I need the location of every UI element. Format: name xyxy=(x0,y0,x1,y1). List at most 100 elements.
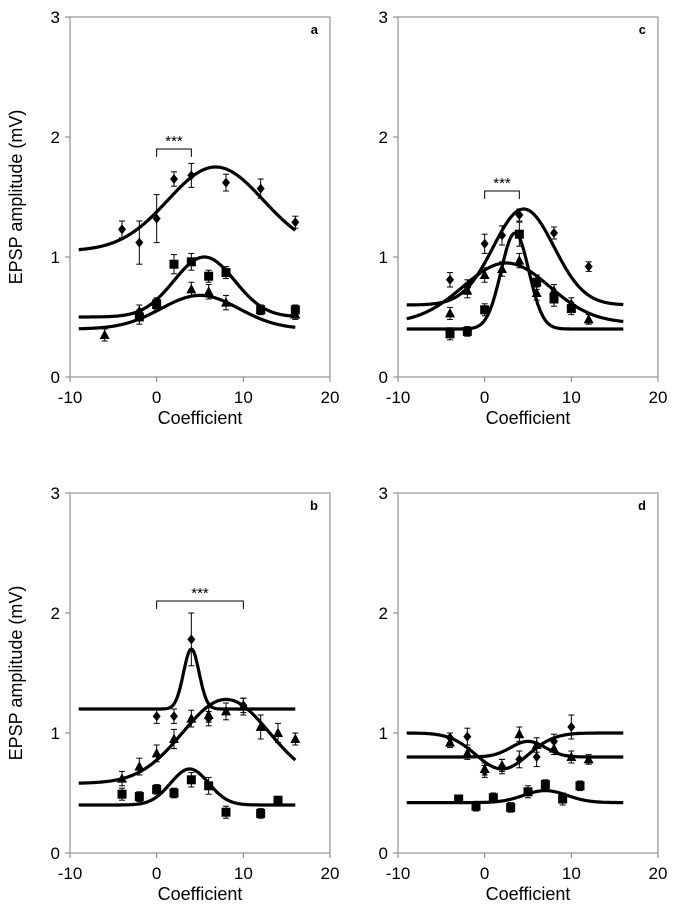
data-point-square xyxy=(221,268,231,278)
data-point-triangle xyxy=(531,739,542,749)
panel-letter: c xyxy=(639,22,646,37)
data-point-triangle xyxy=(549,743,559,753)
y-tick-label: 3 xyxy=(379,8,388,27)
significance-bracket xyxy=(156,148,192,157)
data-point-diamond xyxy=(550,228,558,238)
data-point-triangle xyxy=(514,728,525,739)
data-point-triangle xyxy=(238,701,249,711)
data-point-square xyxy=(152,784,162,794)
data-point-diamond xyxy=(498,230,506,241)
data-point-diamond xyxy=(256,183,265,194)
data-point-diamond xyxy=(550,736,558,747)
data-point-square xyxy=(117,789,127,799)
data-point-square xyxy=(462,326,472,336)
x-tick-label: 10 xyxy=(562,388,581,407)
plot-frame xyxy=(397,492,659,854)
x-axis-title: Coefficient xyxy=(486,884,571,904)
data-point-square xyxy=(169,259,179,269)
data-point-triangle xyxy=(290,309,301,319)
x-tick-label: -10 xyxy=(58,388,83,407)
significance-bracket xyxy=(156,600,244,609)
data-point-triangle xyxy=(479,269,490,279)
y-tick-label: 3 xyxy=(51,8,60,27)
significance-bracket xyxy=(484,190,520,199)
plot-frame xyxy=(69,492,331,854)
data-point-triangle xyxy=(497,263,507,273)
plot-frame xyxy=(69,16,331,378)
y-tick-label: 0 xyxy=(51,844,60,863)
x-tick-label: -10 xyxy=(386,864,411,883)
data-point-triangle xyxy=(203,709,214,719)
fit-curve-diamond xyxy=(405,207,625,307)
data-point-diamond xyxy=(222,177,230,188)
data-point-square xyxy=(186,775,196,785)
plot-frame xyxy=(397,16,659,378)
data-point-triangle xyxy=(273,727,283,737)
data-point-square xyxy=(471,801,481,811)
data-point-triangle xyxy=(583,753,594,764)
data-point-triangle xyxy=(445,307,455,318)
data-point-square xyxy=(488,793,498,803)
data-point-triangle xyxy=(497,759,507,770)
y-tick-label: 1 xyxy=(51,724,60,743)
data-point-triangle xyxy=(221,705,231,716)
data-point-triangle xyxy=(255,304,266,314)
data-point-triangle xyxy=(531,287,542,297)
significance-label: *** xyxy=(165,133,183,150)
data-point-triangle xyxy=(151,299,162,309)
data-point-triangle xyxy=(462,747,473,758)
y-axis-title: EPSP amplitude (mV) xyxy=(6,586,26,761)
data-point-square xyxy=(454,794,464,804)
fit-curve-triangle xyxy=(77,697,297,785)
data-point-triangle xyxy=(290,733,301,743)
y-tick-label: 2 xyxy=(379,128,388,147)
fit-curve-diamond xyxy=(77,165,297,252)
y-tick-label: 0 xyxy=(51,368,60,387)
data-point-diamond xyxy=(584,261,593,272)
y-tick-label: 1 xyxy=(379,724,388,743)
data-point-square xyxy=(256,808,266,818)
y-tick-label: 0 xyxy=(379,368,388,387)
data-point-diamond xyxy=(515,210,524,220)
data-point-diamond xyxy=(532,752,541,762)
data-point-diamond xyxy=(567,722,576,732)
fit-curve-triangle xyxy=(77,293,297,331)
y-axis-title: EPSP amplitude (mV) xyxy=(6,110,26,285)
data-point-square xyxy=(445,329,455,339)
x-tick-label: 20 xyxy=(649,388,668,407)
x-tick-label: 0 xyxy=(480,388,489,407)
data-point-triangle xyxy=(117,773,127,783)
significance-label: *** xyxy=(191,585,209,602)
x-tick-label: 10 xyxy=(234,388,253,407)
y-tick-label: 1 xyxy=(51,248,60,267)
data-point-diamond xyxy=(152,213,161,224)
x-tick-label: 0 xyxy=(152,388,161,407)
data-point-square xyxy=(186,257,196,267)
data-point-triangle xyxy=(134,761,145,771)
data-point-square xyxy=(566,304,576,314)
fit-curve-diamond xyxy=(77,647,297,711)
fit-curve-square xyxy=(405,789,625,805)
data-point-triangle xyxy=(151,747,162,758)
fit-curve-square xyxy=(77,767,297,807)
x-axis-title: Coefficient xyxy=(158,408,243,428)
data-point-square xyxy=(480,305,490,315)
data-point-square xyxy=(532,277,542,287)
x-tick-label: 20 xyxy=(321,388,340,407)
panel-letter: b xyxy=(310,498,318,513)
y-tick-label: 2 xyxy=(51,128,60,147)
data-point-square xyxy=(273,795,283,805)
data-point-diamond xyxy=(187,634,196,645)
data-point-triangle xyxy=(566,751,577,761)
x-tick-label: 20 xyxy=(321,864,340,883)
data-point-square xyxy=(558,794,568,804)
data-point-square xyxy=(523,787,533,797)
data-point-triangle xyxy=(203,286,214,296)
significance-label: *** xyxy=(493,175,511,192)
data-point-triangle xyxy=(99,329,110,339)
x-tick-label: 10 xyxy=(234,864,253,883)
x-tick-label: 10 xyxy=(562,864,581,883)
data-point-diamond xyxy=(480,238,489,249)
